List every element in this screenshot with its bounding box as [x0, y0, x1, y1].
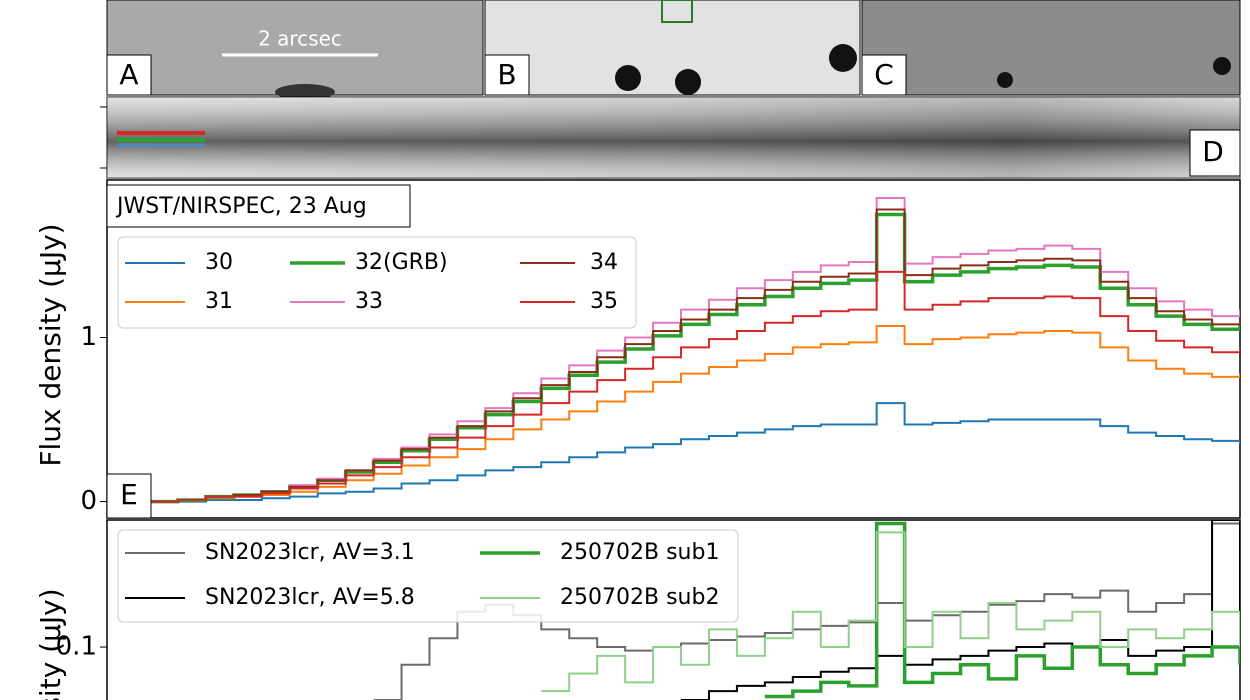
label-box — [1189, 129, 1241, 177]
series-line — [150, 270, 1240, 503]
panel-label: D — [1202, 135, 1224, 168]
y-tick-label: 0.1 — [56, 632, 97, 662]
image-a — [106, 0, 484, 96]
label-box — [861, 54, 907, 96]
legend-label: 35 — [590, 289, 618, 314]
image-c — [861, 0, 1241, 96]
series-line — [764, 521, 1240, 699]
legend-label: 33 — [355, 289, 383, 314]
label-box — [106, 473, 152, 519]
source — [997, 72, 1013, 88]
y-axis-label: Flux density (μJy) — [34, 223, 67, 466]
marker-box — [661, 0, 693, 23]
image-b — [484, 0, 861, 96]
legend-label: SN2023lcr, AV=3.1 — [205, 540, 415, 565]
trace — [107, 97, 1240, 178]
legend-label: 30 — [205, 250, 233, 275]
source — [829, 44, 857, 72]
y-tick-label: 0 — [80, 486, 97, 516]
annotation: JWST/NIRSPEC, 23 Aug — [115, 194, 367, 219]
source — [1213, 57, 1231, 75]
y-tick-label: 1 — [80, 322, 97, 352]
source — [275, 84, 335, 100]
series-line — [681, 520, 1240, 700]
image-panels: 2 arcsec A B C D — [100, 0, 1241, 179]
label-box — [484, 54, 530, 96]
panel-label: B — [497, 58, 516, 91]
legend-box — [117, 236, 637, 329]
series-line — [541, 531, 1240, 693]
series-line — [150, 402, 1240, 503]
source — [615, 65, 641, 91]
y-axis-label: sity (μJy) — [34, 588, 67, 700]
panel-label: A — [119, 58, 138, 91]
source — [675, 69, 701, 95]
annotation-box — [106, 184, 411, 228]
legend-label: 250702B sub2 — [560, 585, 719, 610]
legend-label: 31 — [205, 289, 233, 314]
panel-label: E — [120, 478, 138, 511]
scale-label: 2 arcsec — [258, 27, 342, 51]
plot-lines — [150, 197, 1240, 504]
legend-label: 250702B sub1 — [560, 540, 719, 565]
series-line — [150, 325, 1240, 503]
legend-box — [117, 529, 739, 623]
legend-label: 34 — [590, 250, 618, 275]
panel-label: C — [874, 58, 894, 91]
plot-frame — [106, 179, 1241, 519]
legend-label: 32(GRB) — [355, 250, 448, 275]
legend-label: SN2023lcr, AV=5.8 — [205, 585, 415, 610]
label-box — [106, 54, 152, 96]
